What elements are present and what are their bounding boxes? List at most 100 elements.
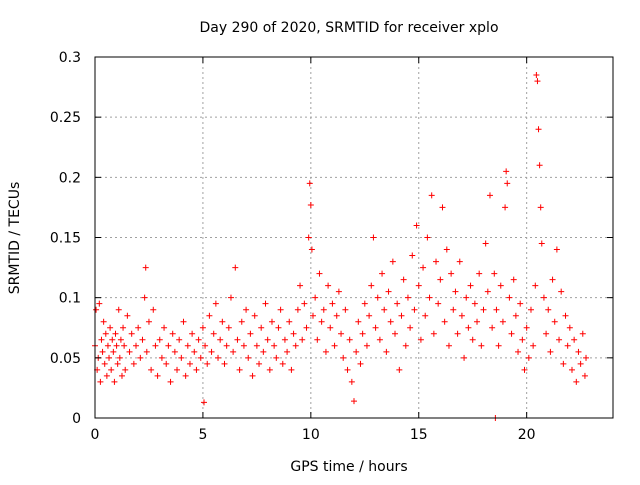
data-point: [493, 306, 500, 313]
data-point: [435, 300, 442, 307]
data-point: [560, 360, 567, 367]
data-point: [240, 342, 247, 349]
data-point: [547, 348, 554, 355]
data-point: [508, 330, 515, 337]
data-point: [154, 372, 161, 379]
data-point: [383, 348, 390, 355]
data-point: [112, 330, 119, 337]
data-point: [234, 336, 241, 343]
data-point: [195, 336, 202, 343]
data-point: [118, 372, 125, 379]
data-point: [504, 180, 511, 187]
data-point: [215, 354, 222, 361]
data-point: [389, 258, 396, 265]
data-point: [320, 306, 327, 313]
data-point: [342, 306, 349, 313]
data-point: [409, 252, 416, 259]
data-point: [130, 360, 137, 367]
data-point: [133, 342, 140, 349]
data-point: [400, 276, 407, 283]
data-point: [515, 348, 522, 355]
data-point: [448, 270, 455, 277]
data-point: [335, 288, 342, 295]
data-point: [143, 348, 150, 355]
data-point: [230, 348, 237, 355]
data-point: [290, 330, 297, 337]
data-point: [484, 288, 491, 295]
data-point: [243, 306, 250, 313]
data-point: [202, 342, 209, 349]
data-point: [583, 354, 590, 361]
data-point: [489, 324, 496, 331]
data-point: [577, 360, 584, 367]
data-point: [303, 324, 310, 331]
data-point: [163, 360, 170, 367]
data-point: [512, 312, 519, 319]
data-point: [532, 282, 539, 289]
data-point: [519, 336, 526, 343]
data-point: [271, 342, 278, 349]
data-point: [527, 306, 534, 313]
data-point: [551, 318, 558, 325]
data-point: [117, 336, 124, 343]
data-point: [245, 354, 252, 361]
data-point: [111, 378, 118, 385]
data-point: [379, 270, 386, 277]
data-point: [417, 336, 424, 343]
data-point: [506, 294, 513, 301]
data-point: [452, 288, 459, 295]
data-point: [114, 360, 121, 367]
data-point: [108, 366, 115, 373]
data-point: [176, 336, 183, 343]
y-tick-label: 0.25: [50, 110, 81, 126]
data-point: [443, 246, 450, 253]
data-point: [318, 318, 325, 325]
data-point: [573, 378, 580, 385]
data-point: [98, 336, 105, 343]
data-point: [523, 324, 530, 331]
data-point: [536, 162, 543, 169]
data-point: [333, 312, 340, 319]
data-point: [338, 330, 345, 337]
y-tick-label: 0: [72, 411, 81, 427]
data-point: [497, 282, 504, 289]
data-point: [456, 258, 463, 265]
data-point: [357, 360, 364, 367]
data-point: [200, 399, 207, 406]
data-point: [387, 318, 394, 325]
data-point: [381, 306, 388, 313]
data-point: [104, 342, 111, 349]
data-point: [204, 360, 211, 367]
data-point: [197, 354, 204, 361]
data-point: [150, 306, 157, 313]
data-point: [363, 342, 370, 349]
data-point: [415, 282, 422, 289]
data-point: [359, 330, 366, 337]
data-point: [294, 306, 301, 313]
data-point: [141, 294, 148, 301]
data-point: [491, 270, 498, 277]
data-point: [344, 366, 351, 373]
data-point: [115, 306, 122, 313]
data-point: [238, 318, 245, 325]
y-tick-label: 0.15: [50, 231, 81, 247]
data-point: [169, 330, 176, 337]
data-point: [165, 342, 172, 349]
data-point: [407, 324, 414, 331]
data-point: [433, 258, 440, 265]
data-point: [314, 336, 321, 343]
data-point: [533, 72, 540, 79]
data-point: [139, 336, 146, 343]
data-point: [113, 342, 120, 349]
data-point: [471, 300, 478, 307]
data-point: [467, 282, 474, 289]
data-point: [225, 324, 232, 331]
data-point: [535, 126, 542, 133]
data-point: [374, 294, 381, 301]
data-point: [128, 330, 135, 337]
y-tick-label: 0.05: [50, 351, 81, 367]
data-point: [549, 276, 556, 283]
data-point: [199, 324, 206, 331]
data-point: [474, 318, 481, 325]
